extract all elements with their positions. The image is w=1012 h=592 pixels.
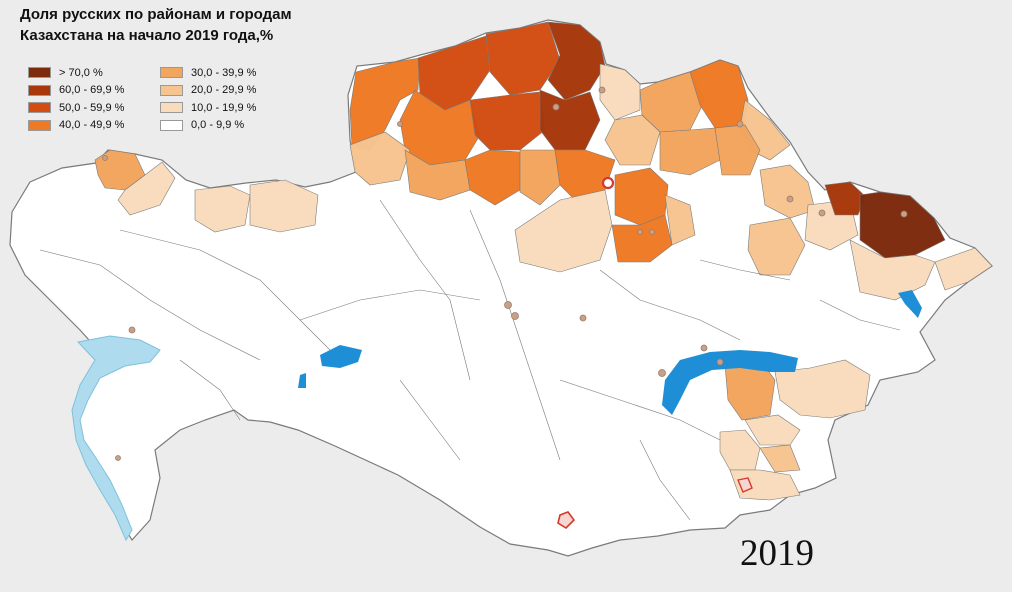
city-marker <box>649 229 655 235</box>
city-marker <box>818 209 826 217</box>
district-boundary <box>119 229 331 351</box>
legend-label: > 70,0 % <box>59 66 103 79</box>
legend-swatch <box>160 102 183 114</box>
district-region <box>849 239 936 301</box>
legend-column-right: 30,0 - 39,9 % 20,0 - 29,9 % 10,0 - 19,9 … <box>160 64 256 134</box>
city-marker <box>598 86 606 94</box>
legend-label: 10,0 - 19,9 % <box>191 101 257 114</box>
legend-item-10-19: 10,0 - 19,9 % <box>160 99 256 117</box>
city-marker <box>700 344 708 352</box>
city-marker <box>102 155 108 161</box>
city-marker-red <box>737 477 753 493</box>
map-title-line-2: Казахстана на начало 2019 года,% <box>20 27 274 44</box>
district-boundary <box>819 299 901 331</box>
caspian-sea-coast <box>71 335 161 542</box>
district-region <box>934 247 993 291</box>
district-region <box>599 63 641 121</box>
district-boundary <box>469 209 561 461</box>
legend-label: 20,0 - 29,9 % <box>191 84 257 97</box>
district-region <box>349 57 421 151</box>
district-region <box>604 114 661 166</box>
lake-zaysan <box>898 290 922 318</box>
year-label: 2019 <box>740 533 814 574</box>
almaty-marker <box>557 511 576 530</box>
legend-item-30-39: 30,0 - 39,9 % <box>160 64 256 82</box>
district-boundary <box>39 249 261 361</box>
district-boundary <box>179 359 241 421</box>
city-marker <box>397 121 403 127</box>
legend-swatch <box>28 84 51 96</box>
district-region <box>485 21 561 96</box>
district-boundary <box>639 439 691 521</box>
district-region <box>759 444 801 473</box>
district-region <box>744 414 801 446</box>
city-marker <box>504 301 512 309</box>
district-boundary <box>379 199 471 381</box>
district-region <box>469 91 546 151</box>
district-region <box>194 185 251 233</box>
city-marker <box>637 229 643 235</box>
city-marker <box>900 210 908 218</box>
district-region <box>664 194 696 246</box>
aral-sea <box>298 373 306 388</box>
city-marker <box>552 103 560 111</box>
legend-swatch <box>28 119 51 131</box>
legend-label: 40,0 - 49,9 % <box>59 119 125 132</box>
lake-balkhash <box>662 350 798 415</box>
legend-column-left: > 70,0 % 60,0 - 69,9 % 50,0 - 59,9 % 40,… <box>28 64 124 134</box>
city-marker <box>579 314 587 322</box>
legend-label: 0,0 - 9,9 % <box>191 119 245 132</box>
legend-item-50-59: 50,0 - 59,9 % <box>28 99 124 117</box>
district-region <box>349 131 411 186</box>
district-boundary <box>599 269 741 341</box>
city-marker <box>786 195 794 203</box>
district-region <box>859 191 946 259</box>
legend-swatch <box>160 119 183 131</box>
legend-item-60-69: 60,0 - 69,9 % <box>28 82 124 100</box>
legend-swatch <box>28 102 51 114</box>
district-boundary <box>399 379 461 461</box>
city-marker <box>115 455 121 461</box>
district-region <box>774 359 871 419</box>
city-marker <box>658 369 666 377</box>
legend-item-gt-70: > 70,0 % <box>28 64 124 82</box>
city-marker <box>511 312 519 320</box>
district-boundary <box>299 289 481 321</box>
city-marker <box>736 120 744 128</box>
district-region <box>249 179 319 233</box>
district-region <box>519 149 561 206</box>
legend-label: 30,0 - 39,9 % <box>191 66 257 79</box>
legend-label: 60,0 - 69,9 % <box>59 84 125 97</box>
capital-marker <box>601 176 615 190</box>
legend-swatch <box>28 67 51 79</box>
district-region <box>514 189 613 273</box>
district-region <box>117 161 176 216</box>
map-title-line-1: Доля русских по районам и городам <box>20 6 292 23</box>
legend-swatch <box>160 67 183 79</box>
legend-item-0-9: 0,0 - 9,9 % <box>160 117 256 135</box>
city-marker <box>128 326 136 334</box>
district-region <box>747 217 806 276</box>
city-marker <box>716 358 724 366</box>
legend-item-20-29: 20,0 - 29,9 % <box>160 82 256 100</box>
district-boundary <box>699 259 791 281</box>
legend-label: 50,0 - 59,9 % <box>59 101 125 114</box>
legend-swatch <box>160 84 183 96</box>
legend-item-40-49: 40,0 - 49,9 % <box>28 117 124 135</box>
lake-tengiz <box>320 345 362 368</box>
district-boundary <box>559 379 721 441</box>
district-region <box>547 21 606 101</box>
